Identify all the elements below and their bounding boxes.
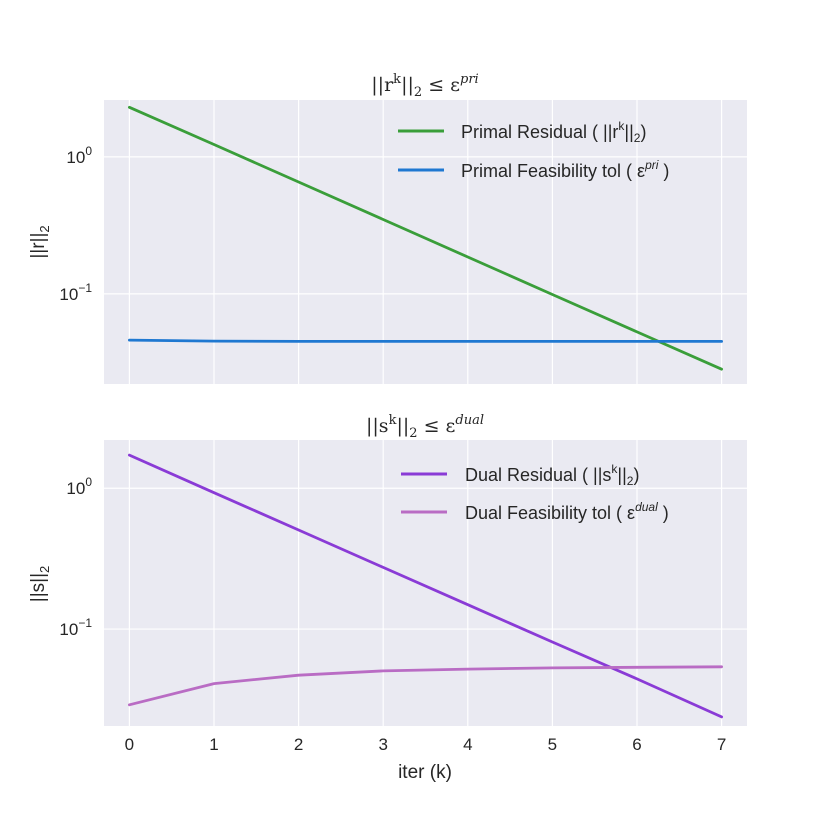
dual-residual-line — [127, 453, 723, 719]
primal-y-ticks: 100 10−1 — [59, 144, 92, 304]
dual-y-axis-label: ||s||2 — [28, 566, 52, 602]
primal-plot-area — [104, 100, 747, 384]
dual-residual-legend-label: Dual Residual ( ||sk||2) — [465, 462, 639, 488]
x-tick-label-7: 7 — [717, 735, 726, 754]
x-tick-label-3: 3 — [378, 735, 387, 754]
primal-panel: ||rk||2 ≤ εpri 100 10−1 ||r||2 Primal Res… — [28, 72, 747, 384]
dual-series-lines — [127, 453, 723, 719]
dual-feasibility-legend-label: Dual Feasibility tol ( εdual ) — [465, 500, 669, 523]
y-tick-label-0: 100 — [66, 144, 92, 167]
dual-plot-area — [104, 440, 747, 726]
primal-feasibility-legend-label: Primal Feasibility tol ( εpri ) — [461, 158, 669, 181]
x-axis-label: iter (k) — [398, 762, 452, 783]
x-tick-label-2: 2 — [294, 735, 303, 754]
y-tick-label-1: 10−1 — [59, 616, 92, 639]
primal-feasibility-line — [127, 338, 723, 343]
dual-legend: Dual Residual ( ||sk||2) Dual Feasibilit… — [401, 462, 669, 523]
primal-chart-title: ||rk||2 ≤ εpri — [371, 72, 478, 100]
primal-residual-line — [127, 105, 723, 371]
dual-feasibility-line — [127, 665, 723, 707]
primal-legend: Primal Residual ( ||rk||2) Primal Feasib… — [398, 119, 669, 181]
x-tick-label-0: 0 — [125, 735, 134, 754]
dual-chart-title: ||sk||2 ≤ εdual — [366, 413, 484, 441]
x-tick-label-4: 4 — [463, 735, 472, 754]
dual-x-ticks: 0 1 2 3 4 5 6 7 — [125, 735, 727, 754]
x-tick-label-5: 5 — [548, 735, 557, 754]
x-tick-label-6: 6 — [632, 735, 641, 754]
x-tick-label-1: 1 — [209, 735, 218, 754]
dual-gridlines — [104, 440, 747, 726]
primal-series-lines — [127, 105, 723, 371]
dual-y-ticks: 100 10−1 — [59, 475, 92, 639]
primal-gridlines — [104, 100, 747, 384]
primal-y-axis-label: ||r||2 — [28, 225, 52, 258]
y-tick-label-1: 10−1 — [59, 281, 92, 304]
primal-residual-legend-label: Primal Residual ( ||rk||2) — [461, 119, 646, 145]
y-tick-label-0: 100 — [66, 475, 92, 498]
